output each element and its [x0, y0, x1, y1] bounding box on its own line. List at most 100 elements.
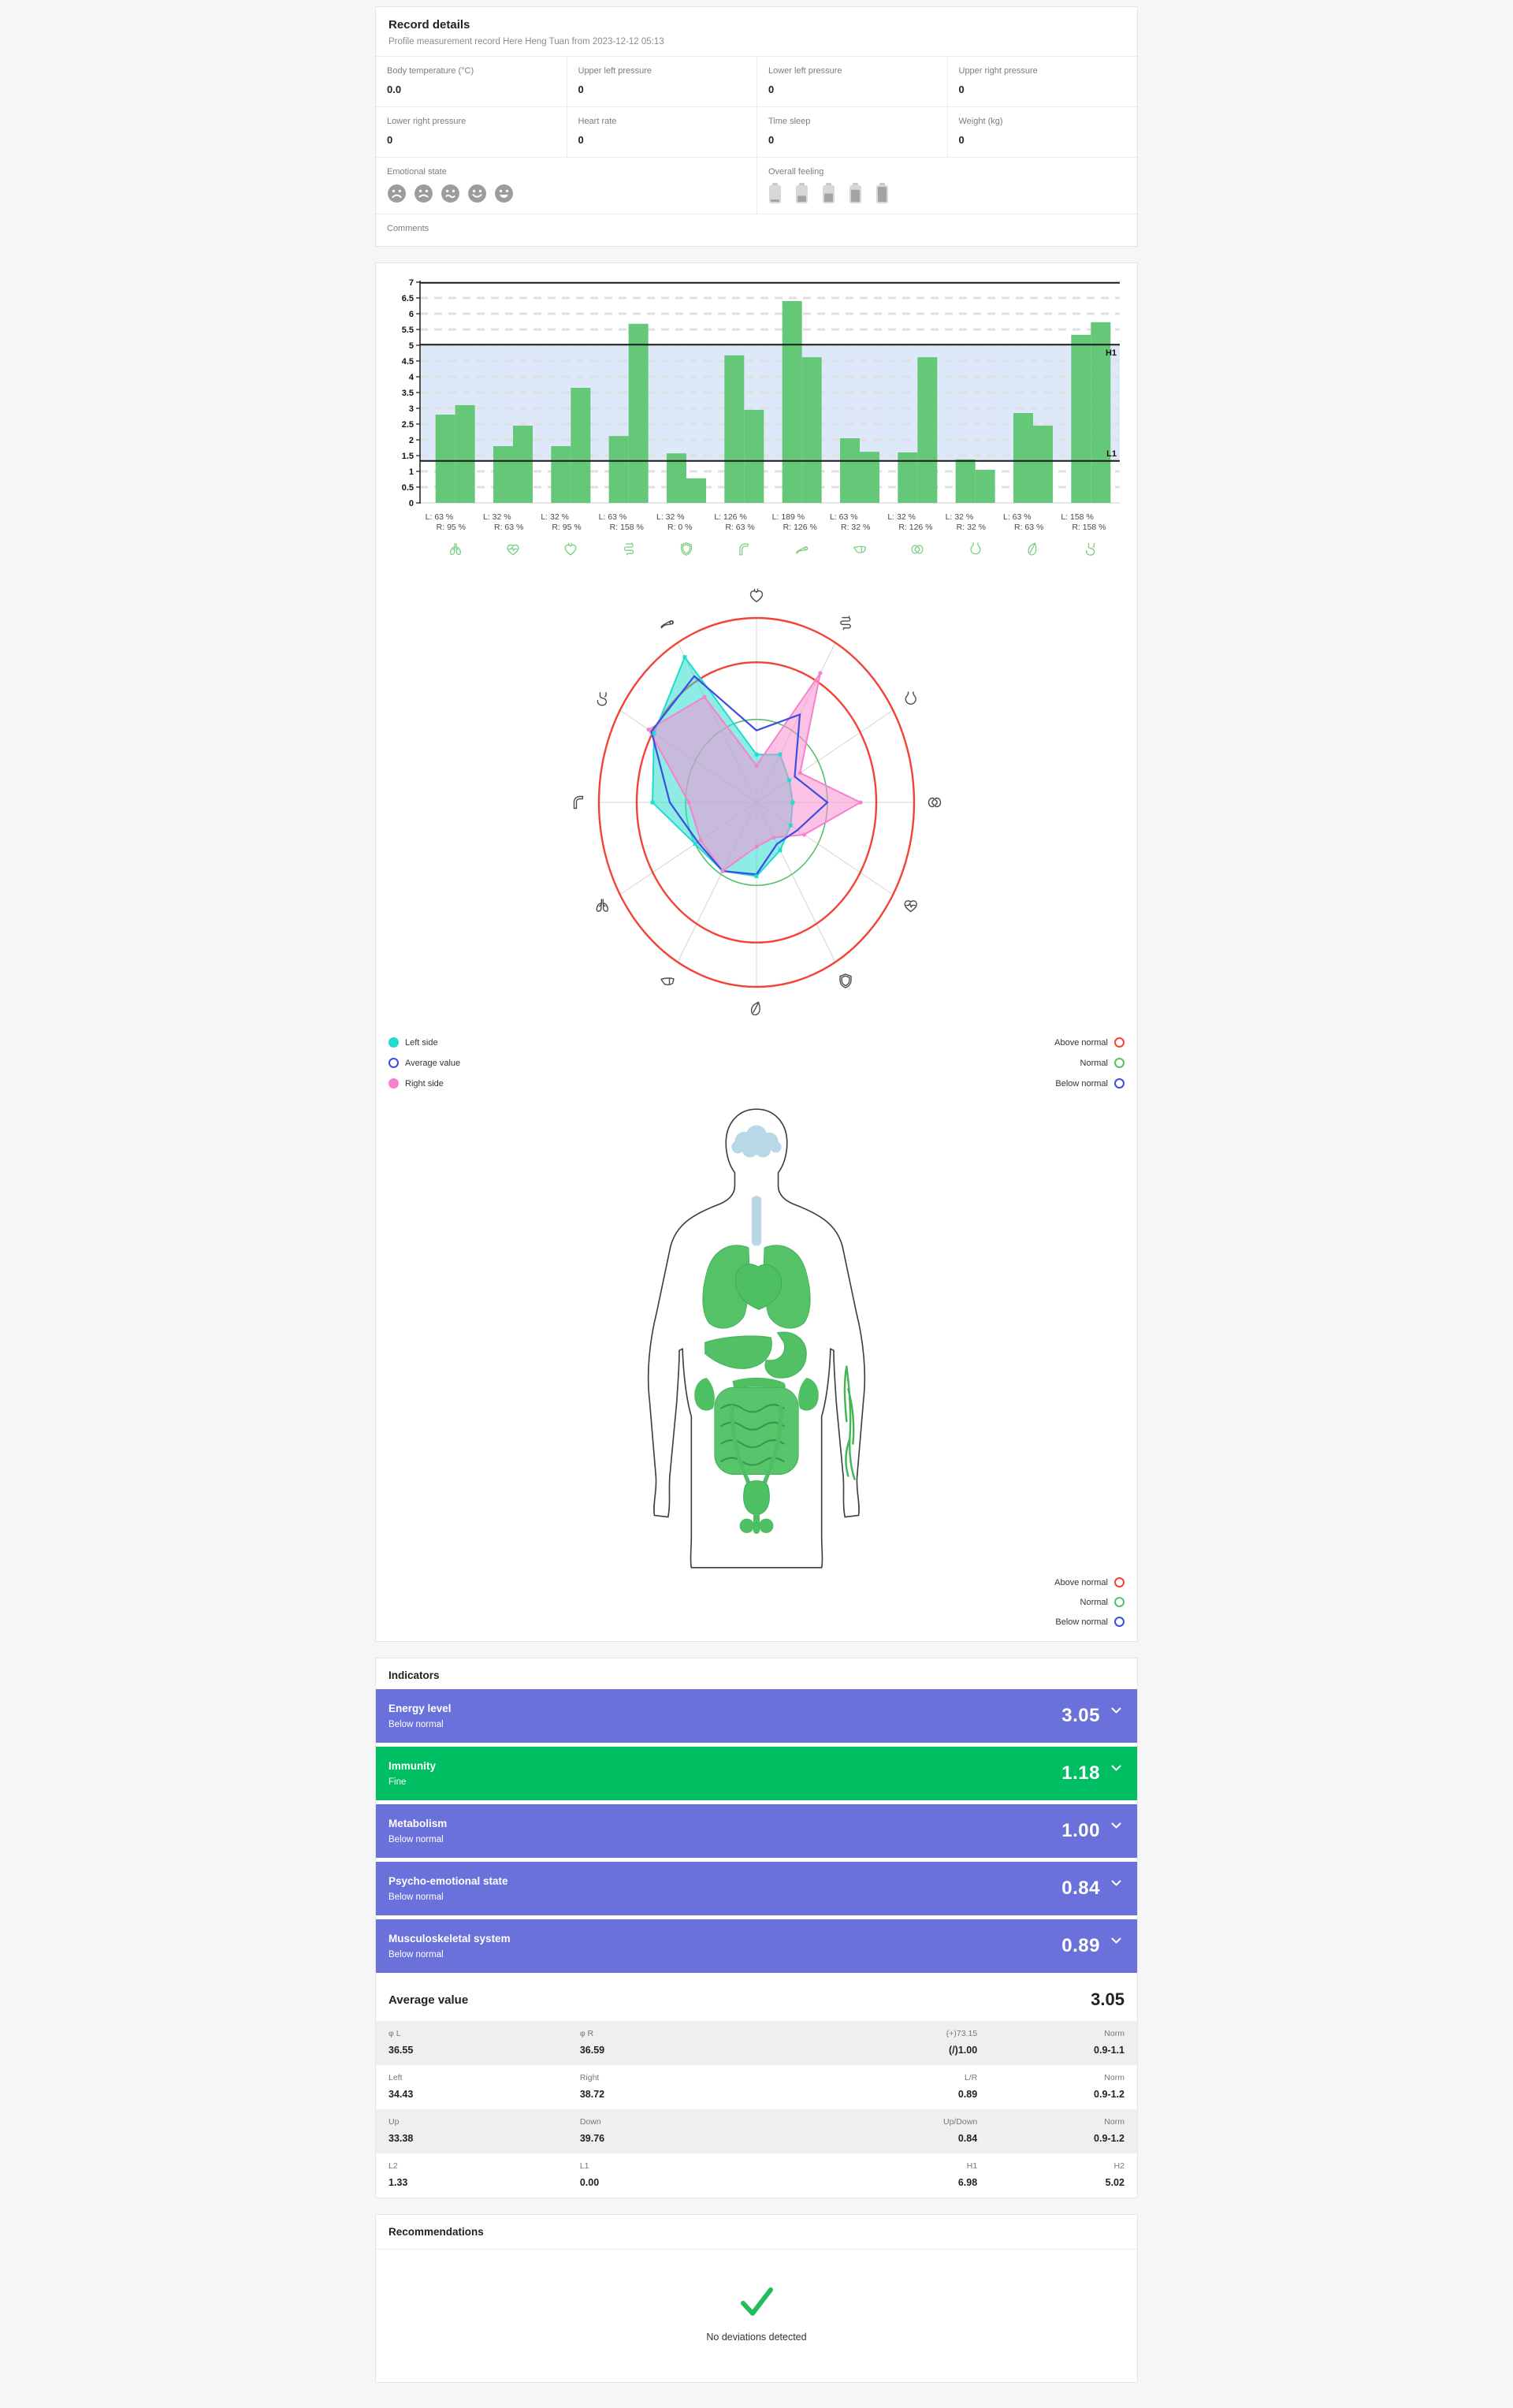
stats-row: φ L 36.55 φ R 36.59 (+)73.15 (/)1.00 Norm 0.9-1… [376, 2021, 1137, 2065]
recommendations-message: No deviations detected [706, 2332, 807, 2343]
svg-text:6.5: 6.5 [402, 294, 414, 303]
emotion-very-happy-icon[interactable] [494, 184, 514, 203]
radar-axis-immunity-icon [839, 973, 852, 988]
stat-label: Right [579, 2073, 600, 2082]
brain-icon [731, 1125, 782, 1158]
field-value: 0 [768, 134, 775, 146]
organ-bar-chart: H1 L1 0 0.5 1 1.5 2 2.5 3 3.5 4 4.5 5 5.5 6 6.5 7 L: 63 %… [388, 274, 1126, 572]
bar-organ-gallbladder [1024, 541, 1042, 558]
bar-left-kidneys [898, 452, 918, 503]
stat-label: Left [388, 2073, 403, 2082]
bar-label-right: R: 126 % [783, 523, 817, 532]
bar-label-left: L: 189 % [771, 512, 805, 522]
battery-level-5-icon[interactable] [875, 183, 889, 204]
stat-value: 1.33 [388, 2177, 408, 2188]
field-label: Time sleep [768, 117, 811, 126]
svg-text:5.5: 5.5 [402, 326, 414, 335]
bar-label-right: R: 158 % [609, 523, 644, 532]
bar-left-bladder [955, 459, 976, 503]
reference-line-label-L1: L1 [1106, 449, 1117, 459]
emotion-sad-icon[interactable] [414, 184, 433, 203]
stat-cell-down: Down 39.76 [580, 2117, 771, 2144]
indicator-tiles: Energy level Below normal 3.05 Immunity Fine… [376, 1689, 1137, 1973]
radar-axis-lungs-icon [596, 899, 608, 912]
field-value: 0 [958, 134, 965, 146]
chevron-down-icon[interactable] [1111, 1880, 1121, 1887]
chevron-down-icon[interactable] [1111, 1937, 1121, 1945]
field-value: 0 [387, 134, 393, 146]
bar-right-cardio [513, 426, 533, 503]
indicator-tile-psycho-emotional-state[interactable]: Psycho-emotional state Below normal 0.84 [376, 1862, 1137, 1915]
overall-feeling-cell: Overall feeling [756, 158, 1137, 214]
battery-level-3-icon[interactable] [822, 183, 835, 204]
legend-label: Below normal [1055, 1617, 1108, 1627]
svg-text:4.5: 4.5 [402, 357, 414, 367]
svg-text:4: 4 [409, 373, 414, 382]
tile-right: 0.84 [1061, 1878, 1121, 1900]
stat-value: 0.9-1.2 [1094, 2089, 1125, 2100]
bar-left-colon [724, 355, 745, 503]
bar-organ-pancreas [794, 541, 811, 558]
field-label: Upper left pressure [578, 66, 652, 76]
bar-organ-cardio [504, 541, 522, 558]
bar-label-left: L: 32 % [945, 512, 974, 522]
bar-organ-heart [562, 541, 579, 558]
chevron-down-icon[interactable] [1111, 1707, 1121, 1714]
radar-axis-gallbladder-icon [750, 1001, 760, 1016]
emotional-state-label: Emotional state [387, 167, 447, 177]
svg-text:5: 5 [409, 341, 414, 351]
stats-row: Up 33.38 Down 39.76 Up/Down 0.84 Norm 0.9-1.2 [376, 2109, 1137, 2153]
bar-label-left: L: 126 % [714, 512, 747, 522]
battery-level-1-icon[interactable] [768, 183, 782, 204]
stat-cell--l: φ L 36.55 [388, 2029, 580, 2056]
tile-status: Below normal [388, 1893, 444, 1902]
green-outline-swatch [1114, 1058, 1125, 1068]
tile-value: 0.89 [1061, 1935, 1100, 1956]
emotion-happy-icon[interactable] [467, 184, 487, 203]
chevron-down-icon[interactable] [1111, 1765, 1121, 1772]
page: Record details Profile measurement recor… [375, 0, 1138, 2408]
emotion-neutral-icon[interactable] [441, 184, 460, 203]
stat-value: 0.84 [957, 2133, 978, 2144]
kidneys-icon [909, 541, 926, 558]
tile-title: Energy level [388, 1703, 452, 1714]
indicator-tile-energy-level[interactable]: Energy level Below normal 3.05 [376, 1689, 1137, 1743]
stomach-icon [1082, 541, 1099, 558]
svg-text:3.5: 3.5 [402, 389, 414, 398]
intestines-icon [620, 541, 638, 558]
tile-value: 0.84 [1061, 1878, 1100, 1899]
bar-right-stomach [1091, 322, 1111, 503]
liver-icon [851, 541, 868, 558]
stat-value: 0.00 [579, 2177, 600, 2188]
lungs [702, 1245, 811, 1329]
battery-level-2-icon[interactable] [795, 183, 809, 204]
svg-text:2.5: 2.5 [402, 420, 414, 430]
chevron-down-icon[interactable] [1111, 1822, 1121, 1829]
gallbladder-icon [1024, 541, 1042, 558]
legend-item-average-value: Average value [388, 1058, 460, 1068]
bar-group-label: L: 158 % R: 158 % [1061, 512, 1121, 533]
emotional-state-faces [387, 184, 745, 203]
stomach-organ [764, 1331, 807, 1379]
measurement-field: Upper right pressure 0 [946, 57, 1138, 106]
bladder-icon [967, 541, 984, 558]
bar-left-heart [551, 446, 571, 503]
indicator-tile-immunity[interactable]: Immunity Fine 1.18 [376, 1747, 1137, 1800]
body-legend-item-normal: Normal [388, 1597, 1125, 1607]
radar-legend: Left side Average value Right side Above n… [376, 1033, 1137, 1096]
bar-organ-intestines [620, 541, 638, 558]
tile-right: 3.05 [1061, 1705, 1121, 1727]
bar-left-liver [840, 438, 860, 503]
bar-organ-colon [735, 541, 753, 558]
measurement-field: Lower left pressure 0 [756, 57, 947, 106]
stat-cell--73-15: (+)73.15 (/)1.00 [771, 2029, 977, 2056]
check-icon [741, 2287, 773, 2316]
emotion-very-sad-icon[interactable] [387, 184, 407, 203]
indicator-tile-metabolism[interactable]: Metabolism Below normal 1.00 [376, 1804, 1137, 1858]
radar-axis-cardio-icon [904, 900, 917, 913]
bar-group-label: L: 126 % R: 63 % [714, 512, 774, 533]
legend-item-normal: Normal [1054, 1058, 1125, 1068]
battery-level-4-icon[interactable] [849, 183, 862, 204]
indicator-tile-musculoskeletal-system[interactable]: Musculoskeletal system Below normal 0.89 [376, 1919, 1137, 1973]
stat-cell-h1: H1 6.98 [771, 2161, 977, 2188]
